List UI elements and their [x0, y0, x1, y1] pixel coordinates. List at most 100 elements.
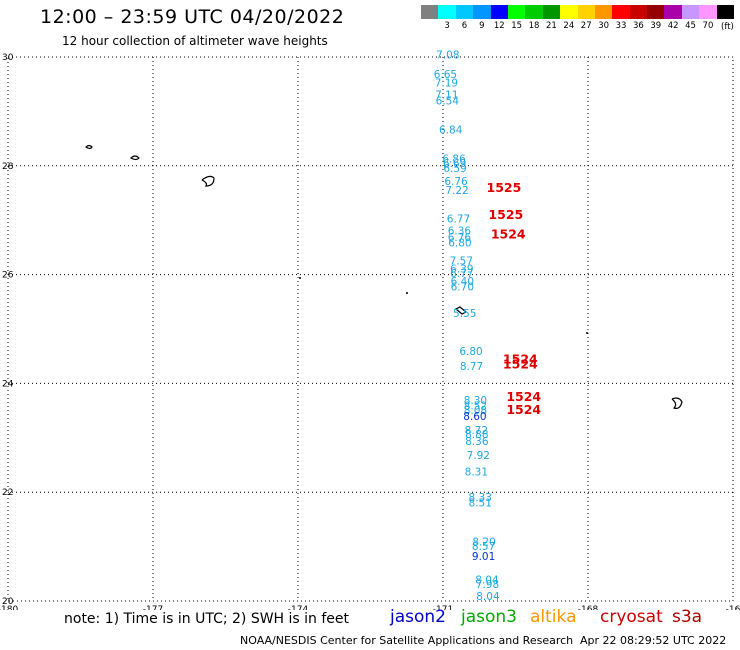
- wave-height-map: -180 -177 -174 -171 -168 -16 30 28 26 24 22 20 7.08…: [0, 50, 740, 610]
- wave-height-labels: 7.086.657.197.116.546.846.866.696.596.76…: [434, 50, 500, 603]
- pass-time-label: 1524: [503, 357, 538, 372]
- legend-label: 12: [493, 21, 505, 31]
- legend-swatch: [421, 5, 439, 19]
- legend-label: 70: [702, 21, 714, 31]
- wave-height-label: 7.98: [476, 579, 499, 591]
- wave-height-label: 7.22: [445, 185, 468, 197]
- legend-label: 18: [528, 21, 540, 31]
- pass-time-labels: 152515251524152415241524152415231523: [487, 180, 542, 417]
- y-tick-label: 24: [2, 379, 14, 389]
- x-tick-label: -171: [433, 605, 453, 610]
- pass-time-label: 1524: [491, 227, 526, 242]
- island-dot: [299, 277, 301, 279]
- wave-height-label: 6.77: [450, 268, 473, 280]
- wave-height-label: 5.55: [453, 308, 476, 320]
- x-tick-label: -180: [0, 605, 18, 610]
- wave-height-label: 6.59: [443, 163, 466, 175]
- legend-swatch: [681, 5, 700, 19]
- wave-height-label: 9.01: [472, 551, 495, 563]
- footer-note: note: 1) Time is in UTC; 2) SWH is in fe…: [64, 611, 350, 627]
- lat-lon-grid: [7, 56, 734, 602]
- legend-swatch: [438, 5, 456, 19]
- axis-tick-labels: -180 -177 -174 -171 -168 -16 30 28 26 24 22 20: [0, 53, 740, 610]
- chart-title: 12:00 – 23:59 UTC 04/20/2022: [40, 6, 345, 28]
- wave-height-label: 8.04: [476, 591, 500, 603]
- x-tick-label: -16: [726, 605, 740, 610]
- legend-swatch: [647, 5, 665, 19]
- wave-height-label: 8.36: [465, 436, 489, 448]
- island-outline: [130, 155, 140, 161]
- credit-line: NOAA/NESDIS Center for Satellite Applica…: [240, 634, 574, 647]
- legend-unit: (ft): [721, 22, 734, 32]
- legend-swatch: [507, 5, 526, 19]
- wave-height-label: 8.60: [463, 411, 486, 423]
- chart-subtitle: 12 hour collection of altimeter wave hei…: [62, 34, 328, 48]
- generation-timestamp: Apr 22 08:29:52 UTC 2022: [580, 634, 727, 647]
- wave-height-label: 8.08: [464, 405, 487, 417]
- wave-height-label: 8.72: [465, 425, 488, 437]
- island-outline: [201, 175, 215, 187]
- pass-time-label: 1524: [506, 389, 541, 404]
- y-tick-label: 28: [2, 162, 14, 172]
- wave-height-label: 6.76: [448, 232, 472, 244]
- wave-height-label: 6.80: [459, 346, 482, 358]
- pass-time-label: 1524: [506, 402, 541, 417]
- legend-label: 3: [444, 21, 450, 31]
- satellite-altika: altika: [530, 607, 577, 627]
- legend-label: 42: [667, 21, 679, 31]
- legend-swatch: [542, 5, 561, 19]
- legend-label: 15: [511, 21, 523, 31]
- legend-swatch: [490, 5, 508, 19]
- legend-label: 24: [563, 21, 575, 31]
- legend-swatch: [577, 5, 595, 19]
- wave-height-label: 8.88: [465, 429, 488, 441]
- legend-label: 21: [546, 21, 557, 31]
- wave-height-label: 6.70: [451, 281, 474, 293]
- legend-swatch: [699, 5, 717, 19]
- wave-height-label: 8.30: [464, 395, 487, 407]
- wave-height-label: 6.36: [448, 225, 472, 237]
- wave-height-label: 8.31: [465, 466, 488, 478]
- wave-height-label: 6.86: [442, 154, 466, 166]
- wave-height-label: 7.08: [436, 50, 459, 62]
- satellite-s3a: s3a: [672, 607, 703, 627]
- wave-height-label: 6.80: [448, 237, 471, 249]
- pass-time-label: 1525: [488, 207, 523, 222]
- wave-height-label: 8.20: [472, 537, 495, 549]
- wave-height-label: 6.69: [443, 158, 466, 170]
- wave-height-label: 8.04: [475, 575, 499, 587]
- wave-height-label: 6.77: [447, 213, 470, 225]
- legend-swatches: [421, 5, 735, 19]
- legend-swatch: [664, 5, 682, 19]
- x-tick-label: -168: [578, 605, 599, 610]
- legend-swatch: [560, 5, 578, 19]
- wave-height-label: 8.51: [469, 497, 492, 509]
- legend-swatch: [473, 5, 491, 19]
- wave-height-label: 8.52: [464, 401, 487, 413]
- coastlines: [85, 144, 683, 409]
- wave-height-label: 6.40: [451, 276, 474, 288]
- wave-height-label: 8.33: [469, 492, 492, 504]
- legend-label: 6: [461, 21, 468, 31]
- legend-label: 39: [650, 21, 662, 31]
- wave-height-label: 7.11: [435, 89, 458, 101]
- satellite-jason2: jason2: [390, 607, 446, 627]
- y-tick-label: 30: [2, 53, 14, 63]
- pass-time-label: 1525: [487, 180, 522, 195]
- x-tick-label: -174: [288, 605, 309, 610]
- plot-frame: [7, 56, 734, 602]
- legend-label: 30: [598, 21, 610, 31]
- wave-height-label: 6.39: [450, 263, 473, 275]
- satellite-cryosat: cryosat: [600, 607, 663, 627]
- wave-height-label: 7.92: [467, 450, 490, 462]
- legend-label: 36: [632, 21, 644, 31]
- legend-swatch: [594, 5, 613, 19]
- legend-swatch: [716, 5, 735, 19]
- x-tick-label: -177: [143, 605, 163, 610]
- y-tick-label: 26: [2, 271, 14, 281]
- legend-label: 45: [685, 21, 696, 31]
- island-outline: [454, 306, 468, 315]
- legend-label: 27: [580, 21, 592, 31]
- wave-height-label: 6.84: [439, 125, 463, 137]
- legend-label: [421, 21, 438, 31]
